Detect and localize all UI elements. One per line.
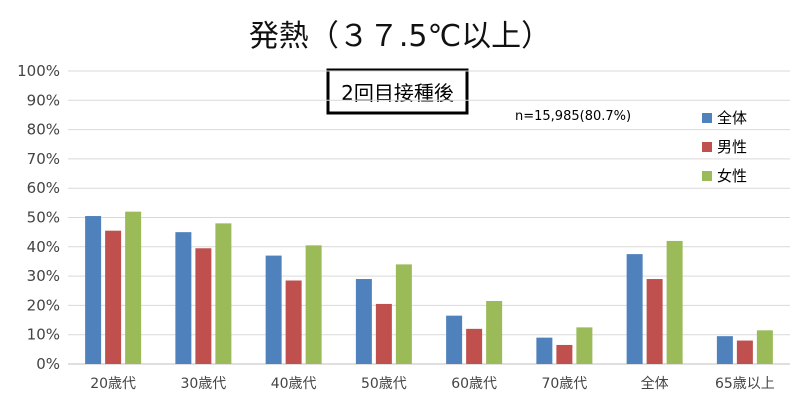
y-tick-label: 80% <box>27 121 60 139</box>
bar-男性-65歳以上 <box>736 340 753 364</box>
y-tick-label: 40% <box>27 238 60 256</box>
legend-label: 男性 <box>717 138 747 156</box>
y-tick-label: 50% <box>27 209 60 227</box>
legend-swatch <box>702 171 712 181</box>
bar-全体-20歳代 <box>85 216 102 364</box>
bar-男性-70歳代 <box>556 344 573 364</box>
bar-男性-50歳代 <box>375 303 392 364</box>
bar-全体-30歳代 <box>175 232 192 364</box>
bar-男性-60歳代 <box>466 328 483 364</box>
bar-全体-60歳代 <box>446 315 463 364</box>
bar-男性-40歳代 <box>285 280 302 364</box>
sample-size-annotation: n=15,985(80.7%) <box>515 109 631 124</box>
y-tick-label: 10% <box>27 326 60 344</box>
bar-全体-50歳代 <box>355 279 372 364</box>
bar-全体-70歳代 <box>536 337 553 364</box>
bars <box>85 211 773 364</box>
x-axis: 20歳代 30歳代 40歳代 50歳代 60歳代 70歳代 全体 65歳以上 <box>90 375 775 392</box>
legend-swatch <box>702 142 712 152</box>
legend-label: 女性 <box>717 167 747 185</box>
y-tick-label: 30% <box>27 267 60 285</box>
bar-男性-全体 <box>646 279 663 364</box>
y-axis: 0% 10% 20% 30% 40% 50% 60% 70% 80% 90% 100% <box>17 62 60 373</box>
bar-全体-40歳代 <box>265 255 282 364</box>
bar-女性-60歳代 <box>486 301 503 364</box>
x-tick-label: 70歳代 <box>541 376 587 392</box>
y-tick-label: 70% <box>27 150 60 168</box>
y-tick-label: 0% <box>36 355 60 373</box>
bar-男性-20歳代 <box>105 230 122 364</box>
x-tick-label: 65歳以上 <box>715 376 775 392</box>
bar-全体-全体 <box>626 254 643 364</box>
x-tick-label: 30歳代 <box>180 376 226 392</box>
x-tick-label: 40歳代 <box>271 376 317 392</box>
x-tick-label: 60歳代 <box>451 376 497 392</box>
y-tick-label: 60% <box>27 179 60 197</box>
x-tick-label: 20歳代 <box>90 376 136 392</box>
y-tick-label: 100% <box>17 62 60 80</box>
bar-女性-40歳代 <box>305 245 322 364</box>
y-tick-label: 20% <box>27 296 60 314</box>
bar-女性-全体 <box>666 240 683 364</box>
legend-swatch <box>702 113 712 123</box>
subtitle-box: 2回目接種後 <box>326 68 469 115</box>
bar-女性-30歳代 <box>215 223 232 364</box>
bar-男性-30歳代 <box>195 248 212 364</box>
subtitle-frame <box>326 68 469 115</box>
x-tick-label: 50歳代 <box>361 376 407 392</box>
bar-女性-70歳代 <box>576 327 593 364</box>
y-tick-label: 90% <box>27 91 60 109</box>
x-tick-label: 全体 <box>641 375 669 392</box>
bar-全体-65歳以上 <box>716 336 733 364</box>
chart-title: 発熱（３７.5℃以上） <box>249 19 551 54</box>
bar-女性-50歳代 <box>395 264 412 364</box>
legend-label: 全体 <box>717 109 747 127</box>
bar-女性-65歳以上 <box>756 330 773 364</box>
bar-女性-20歳代 <box>125 211 142 364</box>
subtitle-text: 2回目接種後 <box>341 81 454 105</box>
